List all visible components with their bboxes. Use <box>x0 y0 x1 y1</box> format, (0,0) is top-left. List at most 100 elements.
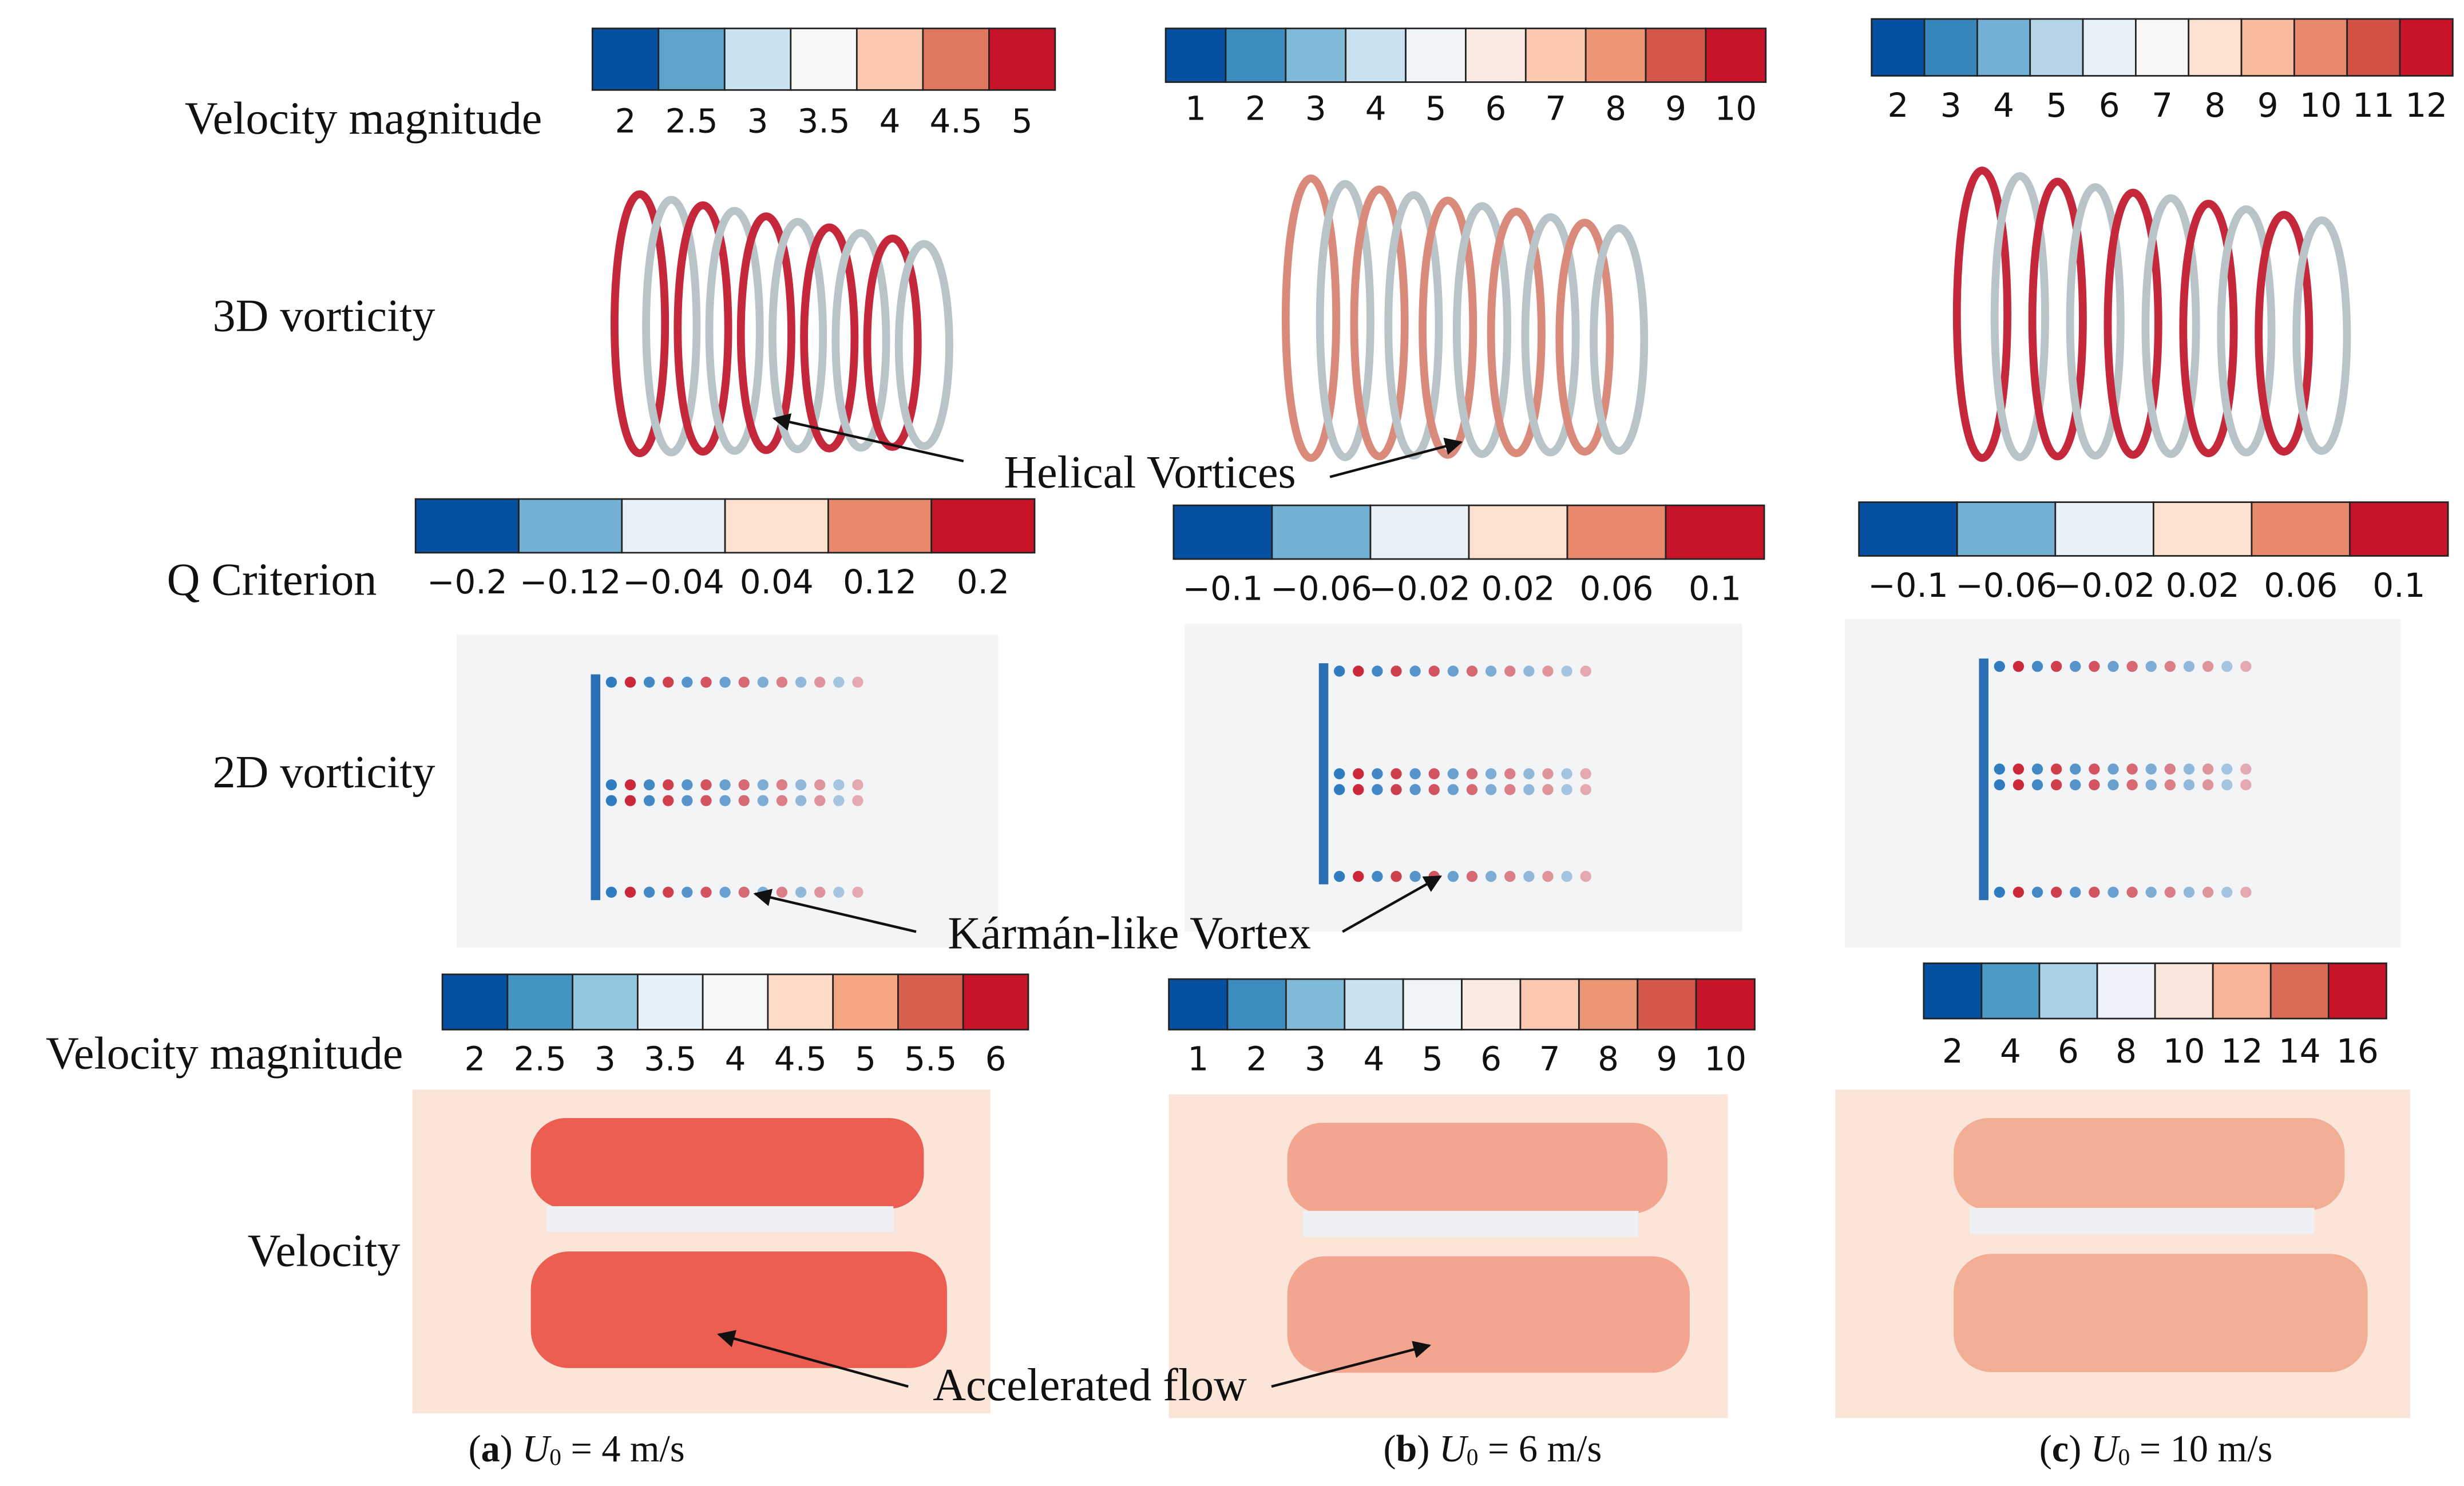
vortex-core <box>2050 779 2062 791</box>
row-label: 2D vorticity <box>213 747 435 798</box>
vortex-core <box>700 676 712 688</box>
vortex-core <box>2108 660 2119 672</box>
vortex-core <box>738 886 750 898</box>
colorbar-tick-label: 11 <box>2352 86 2395 125</box>
vortex-core <box>2108 763 2119 775</box>
vortex-core <box>643 886 655 898</box>
vortex-core <box>814 886 826 898</box>
vortex-core <box>1994 886 2005 898</box>
vortex-core <box>700 779 712 791</box>
vortex-core <box>1428 784 1440 795</box>
colorbar-segment <box>518 498 623 554</box>
vortex-core <box>2164 763 2176 775</box>
vortex-core <box>2089 886 2100 898</box>
vortex-core <box>1523 784 1535 795</box>
vortex-core <box>2240 763 2252 775</box>
colorbar-segment <box>414 498 520 554</box>
vortex-core <box>1504 768 1516 779</box>
wake-band <box>530 1251 947 1368</box>
colorbar-segment <box>2082 18 2137 77</box>
vortex-core <box>2145 779 2157 791</box>
colorbar-tick-label: 5 <box>2046 86 2067 125</box>
vortex-core <box>1580 784 1591 795</box>
vortex-core <box>1994 763 2005 775</box>
colorbar-segment <box>1980 962 2041 1020</box>
vortex-core <box>833 676 845 688</box>
colorbar-segment <box>2038 962 2098 1020</box>
colorbar-tick-label: 3.5 <box>644 1040 696 1079</box>
vortex-core <box>682 779 693 791</box>
colorbar-segment <box>1871 18 1926 77</box>
vortex-core <box>624 886 636 898</box>
colorbar-tick-label: 2.5 <box>665 101 718 140</box>
row-label: Velocity magnitude <box>46 1028 403 1079</box>
vortex-core <box>2089 763 2100 775</box>
vortex-core <box>719 676 731 688</box>
vortex-core <box>1466 871 1478 882</box>
vortex-core <box>1580 665 1591 677</box>
colorbar-segment <box>1271 504 1372 560</box>
colorbar-tick-label: 16 <box>2336 1032 2379 1071</box>
vortex-core <box>1485 784 1497 795</box>
vortex-core <box>2050 763 2062 775</box>
colorbar-segment <box>1524 27 1587 83</box>
colorbar-segment <box>922 27 990 91</box>
colorbar-tick-label: 7 <box>1539 1040 1560 1079</box>
vortex-core <box>1409 784 1421 795</box>
vortex-core <box>1542 784 1554 795</box>
vortex-core <box>624 676 636 688</box>
vortex-core <box>2070 763 2081 775</box>
colorbar-segment <box>2188 18 2243 77</box>
colorbar-segment <box>2154 962 2214 1020</box>
vortex-core <box>605 795 617 806</box>
colorbar-segment <box>767 973 834 1031</box>
vortex-core <box>795 676 807 688</box>
colorbar-segment <box>2269 962 2330 1020</box>
vortex-core <box>1353 871 1364 882</box>
vortex-core <box>852 676 863 688</box>
caption-symbol: U <box>1439 1428 1469 1470</box>
colorbar-segment <box>2054 501 2154 557</box>
vortex-core <box>663 795 674 806</box>
colorbar-segment <box>702 973 769 1031</box>
vortex-core <box>2240 779 2252 791</box>
colorbar-segment <box>2399 18 2454 77</box>
vortex-core <box>1447 784 1459 795</box>
vortex-core <box>2108 886 2119 898</box>
colorbar-segment <box>1168 978 1229 1031</box>
colorbar-segment <box>1402 978 1463 1031</box>
colorbar-tick-label: 3.5 <box>798 101 850 140</box>
helical-vortex <box>674 201 732 456</box>
vortex-core <box>852 886 863 898</box>
colorbar-tick-label: −0.12 <box>520 562 621 601</box>
vortex-core <box>814 779 826 791</box>
vortex-core <box>2240 660 2252 672</box>
vortex-core <box>1561 784 1572 795</box>
vortex-core <box>1372 665 1383 677</box>
wake-band <box>530 1118 924 1209</box>
colorbar-segment <box>1976 18 2031 77</box>
vortex-core <box>663 779 674 791</box>
vortex-core <box>1994 660 2005 672</box>
vortex-core <box>2145 886 2157 898</box>
annotations <box>717 413 1463 1388</box>
colorbar-segment <box>1225 27 1287 83</box>
colorbar-segment <box>1923 962 1983 1020</box>
helical-vortex <box>894 240 953 450</box>
colorbar-segment <box>724 498 829 554</box>
vortex-core <box>2183 763 2195 775</box>
helical-vortex <box>1555 219 1614 456</box>
vortex-core <box>2031 763 2043 775</box>
vortex-core <box>2013 779 2025 791</box>
vortex-core <box>1334 665 1345 677</box>
caption-text: = 10 m/s <box>2130 1428 2272 1470</box>
vortex-core <box>1428 768 1440 779</box>
helical-vortex <box>800 223 859 453</box>
vortex-core <box>738 795 750 806</box>
vortex-core <box>2050 886 2062 898</box>
colorbar-tick-label: 4 <box>1993 86 2014 125</box>
vortex-core <box>2164 779 2176 791</box>
vortex-core <box>833 779 845 791</box>
colorbar-segment <box>1405 27 1467 83</box>
vortex-core <box>2126 779 2138 791</box>
